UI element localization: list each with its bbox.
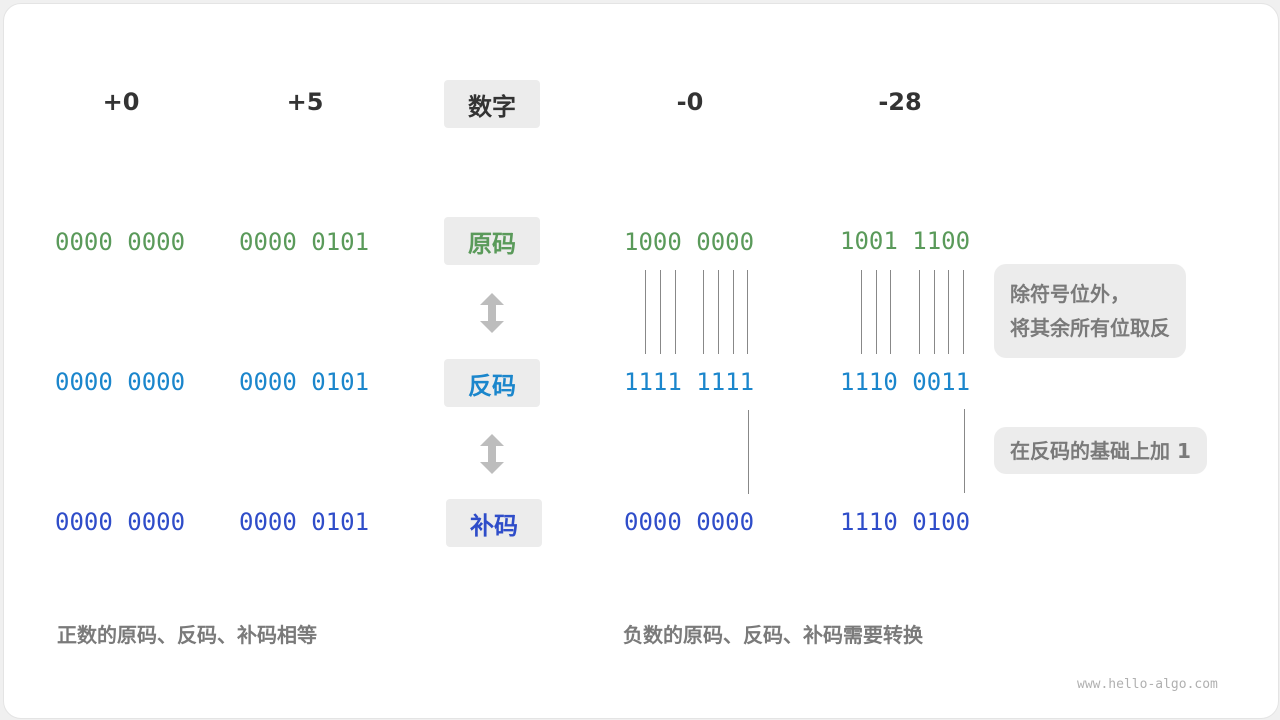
label-twos: 补码 [446, 499, 542, 547]
note-invert-line2: 将其余所有位取反 [1010, 316, 1170, 340]
double-arrow-icon [480, 434, 504, 474]
connector-line [919, 270, 920, 354]
connector-line [660, 270, 661, 354]
original-pos0: 0000 0000 [55, 228, 186, 256]
connector-line [703, 270, 704, 354]
header-neg0: -0 [676, 88, 704, 116]
connector-line [718, 270, 719, 354]
ones-neg28: 1110 0011 [840, 368, 971, 396]
connector-line [963, 270, 964, 354]
header-pos5: +5 [286, 88, 324, 116]
caption-negative: 负数的原码、反码、补码需要转换 [623, 623, 923, 647]
twos-pos0: 0000 0000 [55, 508, 186, 536]
connector-line [733, 270, 734, 354]
connector-line [876, 270, 877, 354]
twos-neg0: 0000 0000 [624, 508, 755, 536]
connector-line [934, 270, 935, 354]
header-pos0: +0 [102, 88, 140, 116]
connector-line [675, 270, 676, 354]
caption-positive: 正数的原码、反码、补码相等 [57, 623, 317, 647]
connector-line [948, 270, 949, 354]
watermark: www.hello-algo.com [1077, 677, 1218, 692]
note-invert-line1: 除符号位外， [1010, 282, 1130, 306]
double-arrow-icon [480, 293, 504, 333]
ones-pos5: 0000 0101 [239, 368, 370, 396]
twos-pos5: 0000 0101 [239, 508, 370, 536]
connector-line [748, 410, 749, 494]
connector-line [890, 270, 891, 354]
label-ones: 反码 [444, 359, 540, 407]
connector-line [964, 409, 965, 493]
original-pos5: 0000 0101 [239, 228, 370, 256]
connector-line [861, 270, 862, 354]
original-neg28: 1001 1100 [840, 227, 971, 255]
note-invert: 除符号位外， 将其余所有位取反 [994, 264, 1186, 358]
label-original: 原码 [444, 217, 540, 265]
twos-neg28: 1110 0100 [840, 508, 971, 536]
note-add-one: 在反码的基础上加 1 [994, 427, 1207, 474]
diagram-card [3, 3, 1279, 719]
header-neg28: -28 [878, 88, 922, 116]
connector-line [747, 270, 748, 354]
ones-pos0: 0000 0000 [55, 368, 186, 396]
ones-neg0: 1111 1111 [624, 368, 755, 396]
label-number: 数字 [444, 80, 540, 128]
original-neg0: 1000 0000 [624, 228, 755, 256]
connector-line [645, 270, 646, 354]
